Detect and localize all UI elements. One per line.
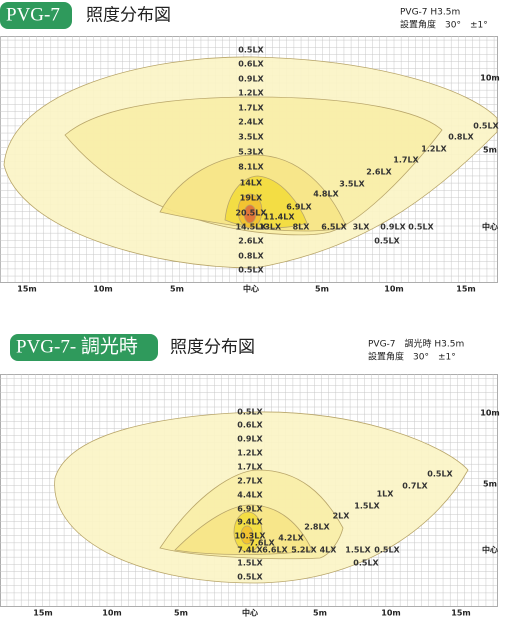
lux-label: 10.3LX <box>234 532 266 541</box>
x-axis-label: 5m <box>315 285 329 294</box>
lux-label: 2.6LX <box>238 237 264 246</box>
lux-label: 20.5LX <box>235 209 267 218</box>
lux-label: 0.5LX <box>427 470 453 479</box>
x-axis-label: 中心 <box>242 608 258 618</box>
lux-label: 7.6LX <box>249 539 275 548</box>
lux-label: 4.4LX <box>237 491 263 500</box>
contour <box>240 525 254 545</box>
x-axis-label: 10m <box>93 285 112 294</box>
lux-label: 0.6LX <box>238 60 264 69</box>
lux-label: 19LX <box>240 194 263 203</box>
y-axis-label: 10m <box>480 409 499 418</box>
lux-label: 0.5LX <box>237 408 263 417</box>
lux-label: 0.5LX <box>473 122 499 131</box>
lux-label: 5.3LX <box>238 148 264 157</box>
y-axis-label: 中心 <box>482 545 498 555</box>
lux-label: 1.5LX <box>237 559 263 568</box>
x-axis-label: 15m <box>451 609 470 618</box>
lux-label: 6.5LX <box>321 223 347 232</box>
badge-label: PVG-7 <box>6 4 60 25</box>
lux-label: 6.6LX <box>262 546 288 555</box>
y-axis-label: 5m <box>483 480 497 489</box>
badge <box>0 2 72 29</box>
lux-label: 3.5LX <box>238 133 264 142</box>
spec-line: PVG-7 調光時 H3.5m <box>368 338 464 350</box>
y-axis-label: 10m <box>480 74 499 83</box>
lux-label: 0.7LX <box>402 482 428 491</box>
spec-line: 設置角度 30° ±1° <box>368 351 456 363</box>
x-axis-label: 15m <box>17 285 36 294</box>
lux-label: 1.7LX <box>237 463 263 472</box>
badge-label: PVG-7- 調光時 <box>16 335 138 357</box>
lux-label: 0.8LX <box>448 133 474 142</box>
x-axis-label: 15m <box>33 609 52 618</box>
lux-label: 6.9LX <box>237 505 263 514</box>
lux-label: 5.2LX <box>291 546 317 555</box>
lux-label: 2.7LX <box>237 477 263 486</box>
x-axis-label: 5m <box>170 285 184 294</box>
lux-label: 0.9LX <box>238 75 264 84</box>
lux-label: 4LX <box>320 546 338 555</box>
y-axis-label: 中心 <box>482 222 498 232</box>
lux-label: 0.6LX <box>237 421 263 430</box>
diagram-title: 照度分布図 <box>86 6 171 26</box>
lux-label: 0.5LX <box>238 266 264 275</box>
lux-label: 1.2LX <box>238 89 264 98</box>
lux-label: 2LX <box>333 512 351 521</box>
x-axis-label: 10m <box>102 609 121 618</box>
x-axis-label: 5m <box>313 609 327 618</box>
lux-label: 13LX <box>259 223 282 232</box>
lux-label: 2.6LX <box>366 168 392 177</box>
lux-label: 0.5LX <box>353 559 379 568</box>
lux-label: 9.4LX <box>237 518 263 527</box>
y-axis-label: 5m <box>483 146 497 155</box>
x-axis-label: 中心 <box>243 284 259 294</box>
x-axis-label: 15m <box>456 285 475 294</box>
lux-label: 4.8LX <box>313 190 339 199</box>
spec-line: PVG-7 H3.5m <box>400 8 460 18</box>
x-axis-label: 10m <box>381 609 400 618</box>
lux-label: 1.5LX <box>345 546 371 555</box>
lux-label: 2.8LX <box>304 523 330 532</box>
lux-label: 6.9LX <box>286 203 312 212</box>
lux-label: 4.2LX <box>278 534 304 543</box>
badge <box>10 334 158 361</box>
lux-label: 2.4LX <box>238 118 264 127</box>
lux-label: 1.2LX <box>237 449 263 458</box>
lux-label: 3LX <box>353 223 371 232</box>
lux-label: 0.5LX <box>237 573 263 582</box>
diagram-title: 照度分布図 <box>170 338 255 358</box>
lux-label: 8.1LX <box>238 163 264 172</box>
lux-label: 11.4LX <box>263 213 295 222</box>
lux-label: 14.5LX <box>235 223 267 232</box>
lux-label: 0.5LX <box>408 223 434 232</box>
lux-label: 0.5LX <box>374 237 400 246</box>
lux-label: 8LX <box>293 223 311 232</box>
lux-label: 0.9LX <box>237 435 263 444</box>
lux-label: 0.5LX <box>374 546 400 555</box>
lux-label: 1.2LX <box>421 145 447 154</box>
lux-label: 1.7LX <box>238 104 264 113</box>
lux-label: 14LX <box>240 179 263 188</box>
lux-label: 0.5LX <box>238 46 264 55</box>
x-axis-label: 10m <box>384 285 403 294</box>
lux-label: 1.7LX <box>393 156 419 165</box>
lux-label: 3.5LX <box>339 180 365 189</box>
lux-label: 1LX <box>377 490 395 499</box>
lux-label: 1.5LX <box>354 502 380 511</box>
lux-label: 0.8LX <box>238 252 264 261</box>
contour <box>243 204 257 224</box>
x-axis-label: 5m <box>174 609 188 618</box>
spec-line: 設置角度 30° ±1° <box>400 19 488 31</box>
lux-label: 7.4LX <box>237 546 263 555</box>
lux-label: 0.9LX <box>380 223 406 232</box>
